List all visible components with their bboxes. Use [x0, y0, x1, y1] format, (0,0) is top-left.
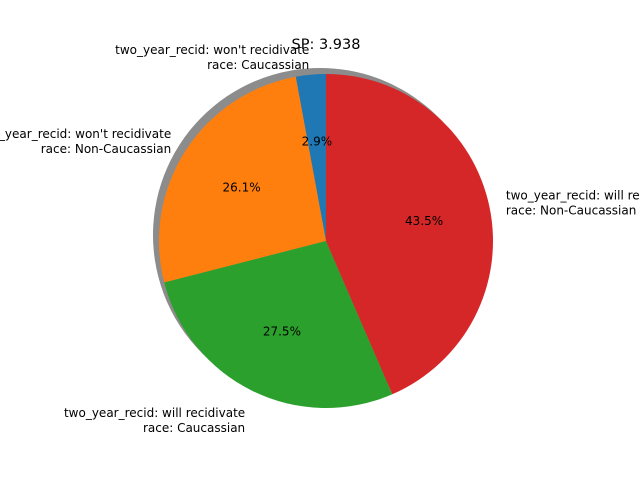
- chart-title: SP: 3.938: [292, 37, 361, 53]
- slice-percent-two-year-recid-will-recidivate-race-non-caucassian: 43.5%: [405, 214, 443, 228]
- pie-slice-two-year-recid-will-recidivate-race-caucassian: [164, 241, 393, 409]
- slice-percent-two-year-recid-won-t-recidivate-race-caucassian: 2.9%: [302, 135, 333, 149]
- slice-label-two-year-recid-won-t-recidivate-race-caucassian: two_year_recid: won't recidivate race: Ca…: [115, 43, 309, 72]
- slice-label-two-year-recid-will-recidivate-race-caucassian: two_year_recid: will recidivate race: Cau…: [64, 406, 245, 435]
- pie-slice-two-year-recid-will-recidivate-race-non-caucassian: [326, 74, 494, 395]
- pie-slice-two-year-recid-won-t-recidivate-race-caucassian: [295, 74, 326, 241]
- pie-slices: [158, 74, 494, 409]
- slice-percent-two-year-recid-won-t-recidivate-race-non-caucassian: 26.1%: [223, 181, 261, 195]
- pie-labels: two_year_recid: won't recidivate race: Ca…: [0, 43, 640, 435]
- slice-percent-two-year-recid-will-recidivate-race-caucassian: 27.5%: [263, 324, 301, 338]
- pie-slice-two-year-recid-won-t-recidivate-race-non-caucassian: [158, 76, 326, 283]
